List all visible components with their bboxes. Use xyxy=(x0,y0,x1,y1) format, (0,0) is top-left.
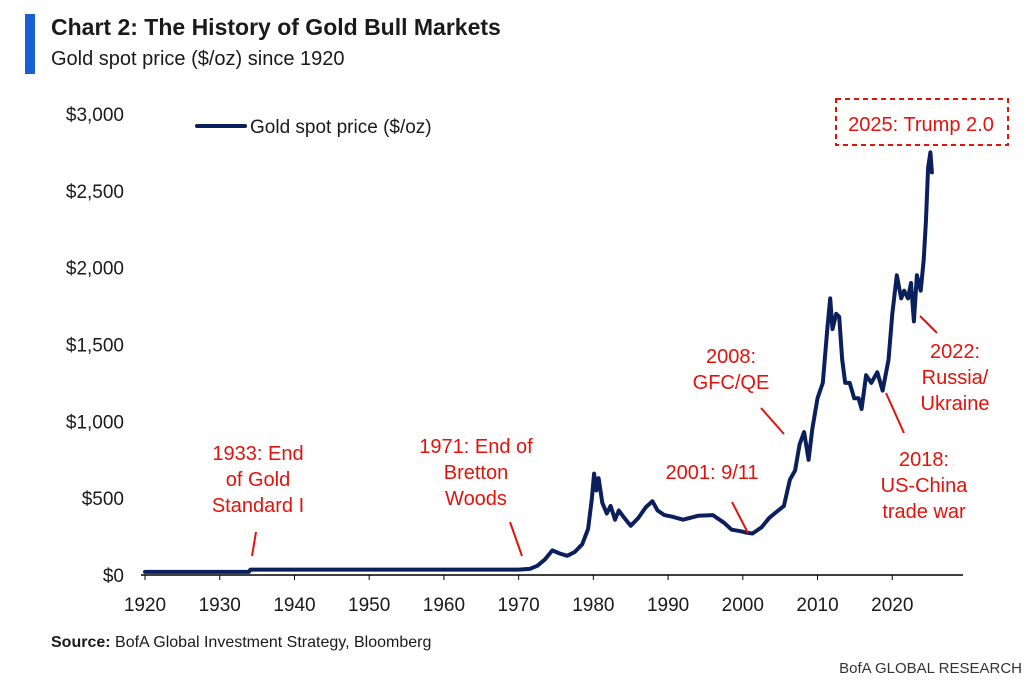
annotation-label: GFC/QE xyxy=(693,372,770,394)
x-tick-label: 1990 xyxy=(647,595,689,616)
annotation: 2001: 9/11 xyxy=(665,462,759,534)
x-tick-label: 2020 xyxy=(871,595,913,616)
title-accent-bar xyxy=(25,14,35,74)
annotation: 2008: GFC/QE xyxy=(693,346,785,435)
legend: Gold spot price ($/oz) xyxy=(195,117,432,138)
series-layer xyxy=(143,150,934,574)
x-tick-label: 1970 xyxy=(497,595,539,616)
y-axis: $0 $500 $1,000 $1,500 $2,000 $2,500 $3,000 xyxy=(66,105,124,587)
annotation-label: Russia/ xyxy=(922,367,989,389)
y-tick-label: $2,500 xyxy=(66,182,124,203)
x-axis: 1920 1930 1940 1950 1960 1970 1980 1990 2000 2010… xyxy=(124,575,913,616)
source-note: Source: BofA Global Investment Strategy,… xyxy=(51,634,431,652)
legend-label: Gold spot price ($/oz) xyxy=(250,117,432,138)
x-tick-label: 1950 xyxy=(348,595,390,616)
series-line xyxy=(143,150,934,574)
annotation-label: Woods xyxy=(445,488,507,510)
chart-subtitle: Gold spot price ($/oz) since 1920 xyxy=(51,48,345,70)
annotation-leader xyxy=(251,531,257,557)
y-tick-label: $500 xyxy=(82,489,124,510)
y-tick-label: $1,000 xyxy=(66,412,124,433)
annotation-label: Standard I xyxy=(212,495,304,517)
chart-title: Chart 2: The History of Gold Bull Market… xyxy=(51,14,501,40)
annotation-leader xyxy=(731,501,749,534)
source-label: Source: xyxy=(51,634,111,651)
annotation-leader xyxy=(885,392,905,434)
annotation-label: 2008: xyxy=(706,346,756,368)
annotation-label: 2018: xyxy=(899,449,949,471)
annotation: 1933: End of Gold Standard I xyxy=(212,443,304,557)
source-text: BofA Global Investment Strategy, Bloombe… xyxy=(115,634,432,651)
annotation: 2025: Trump 2.0 xyxy=(835,98,1009,146)
annotation-leader xyxy=(919,315,938,334)
annotation-label: 1971: End of xyxy=(419,436,533,458)
y-tick-label: $1,500 xyxy=(66,336,124,357)
brand-footer: BofA GLOBAL RESEARCH xyxy=(839,660,1022,677)
annotation-label: trade war xyxy=(882,501,966,523)
annotation-label: 1933: End xyxy=(212,443,303,465)
annotation-layer: 1933: End of Gold Standard I 1971: End of Br… xyxy=(212,98,1009,557)
annotation: 2022: Russia/Ukraine xyxy=(919,315,990,415)
y-tick-label: $3,000 xyxy=(66,105,124,126)
y-tick-label: $0 xyxy=(103,566,124,587)
annotation: 1971: End of Bretton Woods xyxy=(419,436,533,557)
y-tick-label: $2,000 xyxy=(66,259,124,280)
annotation-label: Bretton xyxy=(444,462,508,484)
annotation-box xyxy=(835,98,1009,146)
x-tick-label: 2010 xyxy=(796,595,838,616)
annotation-label: 2001: 9/11 xyxy=(665,462,758,484)
annotation-label: 2022: xyxy=(930,341,980,363)
annotation-leader xyxy=(760,407,785,435)
x-tick-label: 1930 xyxy=(199,595,241,616)
x-tick-label: 1920 xyxy=(124,595,166,616)
annotation-label: Ukraine xyxy=(921,393,990,415)
annotation-leader xyxy=(509,521,523,557)
annotation-label: 2025: Trump 2.0 xyxy=(848,114,994,136)
annotation-label: US-China xyxy=(881,475,969,497)
annotation: 2018: US-China trade war xyxy=(881,392,969,523)
x-tick-label: 1940 xyxy=(273,595,315,616)
annotation-label: of Gold xyxy=(226,469,290,491)
x-tick-label: 1960 xyxy=(423,595,465,616)
x-tick-label: 1980 xyxy=(572,595,614,616)
x-tick-label: 2000 xyxy=(722,595,764,616)
